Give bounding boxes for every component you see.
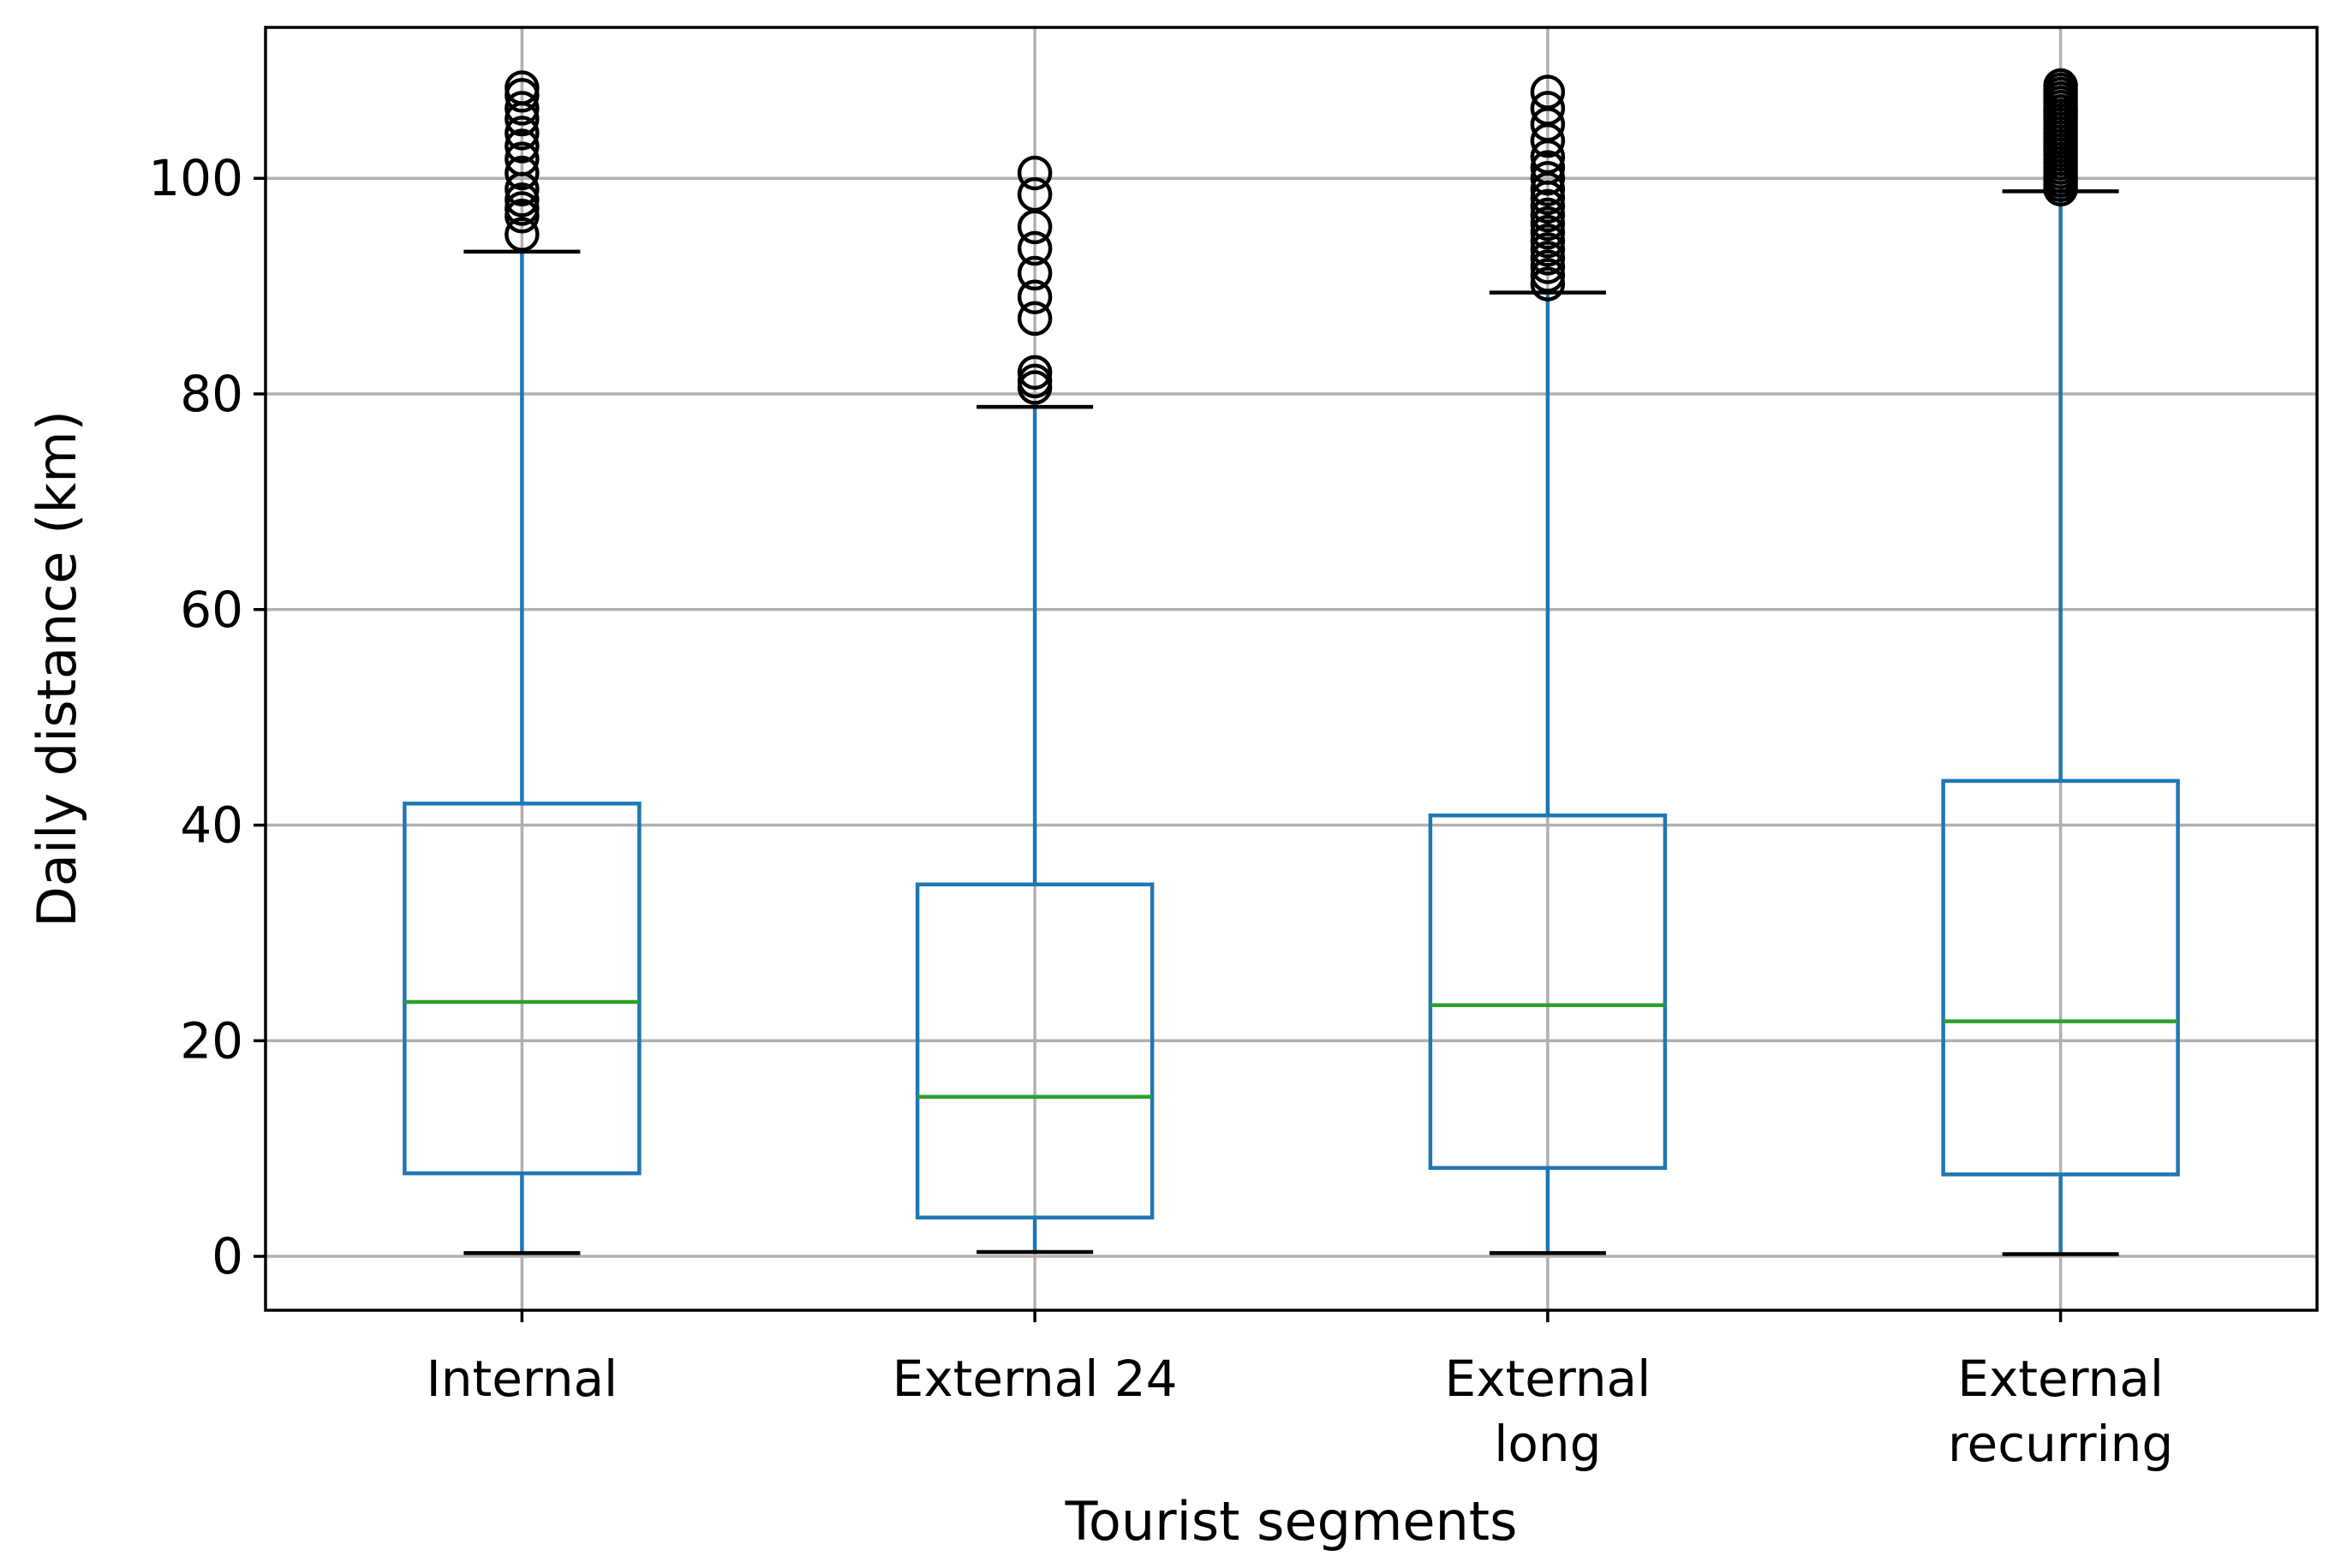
y-tick-label: 20 — [180, 1011, 243, 1070]
outlier-point — [1530, 197, 1566, 233]
outlier-point — [505, 128, 540, 164]
x-tick-label: External 24 — [893, 1350, 1178, 1408]
outlier-point — [1017, 255, 1053, 291]
outlier-point — [505, 155, 540, 191]
y-tick-label: 60 — [180, 581, 243, 639]
outlier-point — [505, 182, 540, 218]
outlier-point — [1017, 155, 1053, 191]
outlier-point — [1017, 363, 1053, 399]
x-tick-label: External — [1445, 1350, 1651, 1408]
outlier-point — [1017, 230, 1053, 266]
outlier-point — [1530, 266, 1566, 301]
y-tick-label: 80 — [180, 365, 243, 423]
outlier-point — [1530, 160, 1566, 196]
outlier-point — [1530, 150, 1566, 185]
x-tick-label: Internal — [427, 1350, 618, 1408]
outlier-point — [1530, 249, 1566, 284]
outlier-point — [1530, 206, 1566, 241]
outlier-point — [1530, 75, 1566, 110]
x-tick-label: External — [1957, 1350, 2164, 1408]
box-iqr — [403, 802, 642, 1176]
box-series-0 — [403, 249, 642, 1255]
box-series-3 — [1941, 189, 2180, 1256]
y-tick-label: 100 — [148, 149, 243, 207]
y-tick-label: 40 — [180, 796, 243, 855]
outlier-point — [1530, 232, 1566, 267]
outlier-point — [505, 116, 540, 151]
outlier-point — [1017, 301, 1053, 337]
outlier-point — [1530, 214, 1566, 250]
box-iqr — [1428, 813, 1668, 1171]
fliers-group — [505, 68, 2078, 405]
y-axis-ticks: 0 20 40 60 80 100 — [148, 149, 266, 1285]
outlier-point — [1017, 355, 1053, 391]
box-series-1 — [915, 404, 1155, 1255]
y-axis-label: Daily distance (km) — [26, 410, 88, 927]
y-tick-label: 0 — [212, 1227, 243, 1285]
outlier-point — [1017, 279, 1053, 314]
outlier-point — [1530, 223, 1566, 259]
outlier-point — [1530, 188, 1566, 224]
x-axis-ticks: Internal External 24 External long External r… — [427, 1310, 2173, 1473]
outlier-point — [1530, 91, 1566, 126]
x-tick-label: long — [1494, 1415, 1601, 1473]
outlier-point — [1530, 258, 1566, 293]
outlier-point — [505, 217, 540, 252]
boxes-group — [403, 189, 2180, 1256]
outlier-point — [2043, 68, 2078, 104]
outlier-point — [1530, 241, 1566, 276]
outlier-point — [505, 91, 540, 126]
outlier-point — [1017, 176, 1053, 212]
box-series-2 — [1428, 290, 1668, 1255]
box-iqr — [915, 882, 1155, 1219]
x-axis-label: Tourist segments — [1065, 1490, 1518, 1553]
x-tick-label: recurring — [1948, 1415, 2173, 1473]
box-iqr — [1941, 778, 2180, 1177]
outlier-point — [505, 141, 540, 176]
outlier-point — [505, 191, 540, 226]
plot-frame — [264, 26, 2319, 1312]
outlier-point — [505, 70, 540, 105]
